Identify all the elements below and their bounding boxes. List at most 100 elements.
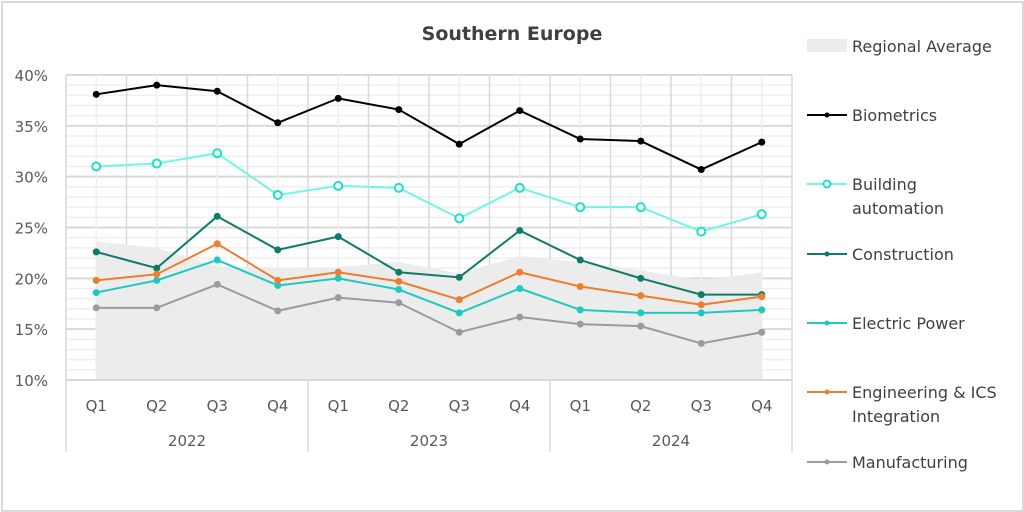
data-point-engineering-ics-integration: [637, 292, 645, 300]
x-tick-label: Q4: [509, 397, 530, 415]
data-point-building-automation: [635, 202, 646, 213]
data-point-engineering-ics-integration: [395, 277, 403, 285]
data-point-biometrics: [213, 87, 221, 95]
data-point-electric-power: [697, 309, 705, 317]
legend-marker-engineering-ics-integration: [824, 389, 830, 395]
data-point-engineering-ics-integration: [92, 276, 100, 284]
y-tick-label: 30%: [15, 169, 48, 187]
data-point-biometrics: [758, 138, 766, 146]
legend-marker-biometrics: [824, 112, 830, 118]
data-point-manufacturing: [153, 304, 161, 312]
legend-item-engineering-ics-integration: Engineering & ICS Integration: [807, 383, 997, 426]
data-point-construction: [576, 256, 584, 264]
data-point-engineering-ics-integration: [758, 293, 766, 301]
data-point-engineering-ics-integration: [334, 268, 342, 276]
series-line-manufacturing: [96, 283, 762, 345]
x-tick-label: Q3: [691, 397, 712, 415]
x-tick-label: Q2: [630, 397, 651, 415]
y-tick-label: 15%: [15, 321, 48, 339]
x-tick-label: Q1: [570, 397, 591, 415]
data-point-biometrics: [637, 137, 645, 145]
legend-swatch-regional-average: [807, 39, 847, 52]
x-tick-label: Q2: [388, 397, 409, 415]
data-point-manufacturing: [576, 320, 584, 328]
data-point-manufacturing: [697, 339, 705, 347]
data-point-construction: [213, 212, 221, 220]
legend-label: Manufacturing: [852, 453, 968, 472]
data-point-electric-power: [213, 256, 221, 264]
data-point-biometrics: [153, 81, 161, 89]
data-point-electric-power: [455, 309, 463, 317]
y-tick-label: 35%: [15, 118, 48, 136]
data-point-engineering-ics-integration: [213, 240, 221, 248]
x-tick-label: Q3: [449, 397, 470, 415]
data-point-building-automation: [756, 209, 767, 220]
data-point-manufacturing: [758, 328, 766, 336]
y-tick-label: 20%: [15, 270, 48, 288]
legend-label: Engineering & ICS Integration: [852, 383, 997, 426]
data-point-construction: [274, 246, 282, 254]
data-point-building-automation: [393, 182, 404, 193]
x-group-label: 2022: [168, 432, 206, 450]
data-point-building-automation: [514, 182, 525, 193]
legend-label-line: Building: [852, 175, 917, 194]
data-point-manufacturing: [637, 322, 645, 330]
data-point-electric-power: [637, 309, 645, 317]
series-biometrics: [92, 81, 766, 174]
chart-title: Southern Europe: [422, 23, 603, 45]
data-point-manufacturing: [213, 280, 221, 288]
legend-marker-construction: [824, 251, 830, 257]
data-point-manufacturing: [92, 304, 100, 312]
data-point-electric-power: [395, 286, 403, 294]
series-line-engineering-ics-integration: [96, 242, 762, 306]
data-point-construction: [334, 233, 342, 241]
data-point-manufacturing: [455, 328, 463, 336]
y-tick-label: 40%: [15, 67, 48, 85]
data-point-building-automation: [151, 158, 162, 169]
legend-label: Electric Power: [852, 314, 965, 333]
data-point-electric-power: [153, 276, 161, 284]
data-point-construction: [637, 274, 645, 282]
data-point-building-automation: [91, 161, 102, 172]
legend-label: Regional Average: [852, 37, 992, 56]
data-point-construction: [516, 227, 524, 235]
data-point-biometrics: [576, 135, 584, 143]
y-tick-label: 25%: [15, 220, 48, 238]
y-tick-label: 10%: [15, 372, 48, 390]
data-point-electric-power: [576, 306, 584, 314]
series-line-construction: [95, 215, 762, 296]
data-point-building-automation: [575, 202, 586, 213]
series-line-building-automation: [96, 152, 763, 233]
data-point-manufacturing: [395, 299, 403, 307]
x-group-label: 2023: [410, 432, 448, 450]
x-group-label: 2024: [652, 432, 690, 450]
data-point-engineering-ics-integration: [516, 268, 524, 276]
legend-marker-manufacturing: [824, 459, 830, 465]
data-point-building-automation: [212, 148, 223, 159]
data-point-electric-power: [274, 281, 282, 289]
data-point-electric-power: [334, 274, 342, 282]
x-tick-label: Q3: [207, 397, 228, 415]
legend-item-regional-average: Regional Average: [807, 37, 992, 56]
data-point-electric-power: [516, 285, 524, 292]
x-tick-label: Q1: [328, 397, 349, 415]
data-point-building-automation: [333, 180, 344, 191]
data-point-construction: [92, 248, 100, 256]
legend-item-construction: Construction: [807, 245, 954, 264]
data-point-biometrics: [92, 90, 100, 98]
regional-average-area-layer: [96, 241, 762, 380]
data-point-building-automation: [454, 213, 465, 224]
legend-label: Biometrics: [852, 106, 937, 125]
data-point-engineering-ics-integration: [576, 282, 584, 290]
data-point-engineering-ics-integration: [153, 270, 161, 278]
series-engineering-ics-integration: [92, 240, 766, 309]
y-axis: 10% 15% 20% 25% 30% 35% 40%: [15, 67, 48, 390]
data-point-manufacturing: [516, 313, 524, 321]
legend-label-line: automation: [852, 199, 944, 218]
legend-item-electric-power: Electric Power: [807, 314, 965, 333]
x-tick-label: Q4: [751, 397, 772, 415]
legend-item-manufacturing: Manufacturing: [807, 453, 968, 472]
data-point-biometrics: [395, 106, 403, 114]
